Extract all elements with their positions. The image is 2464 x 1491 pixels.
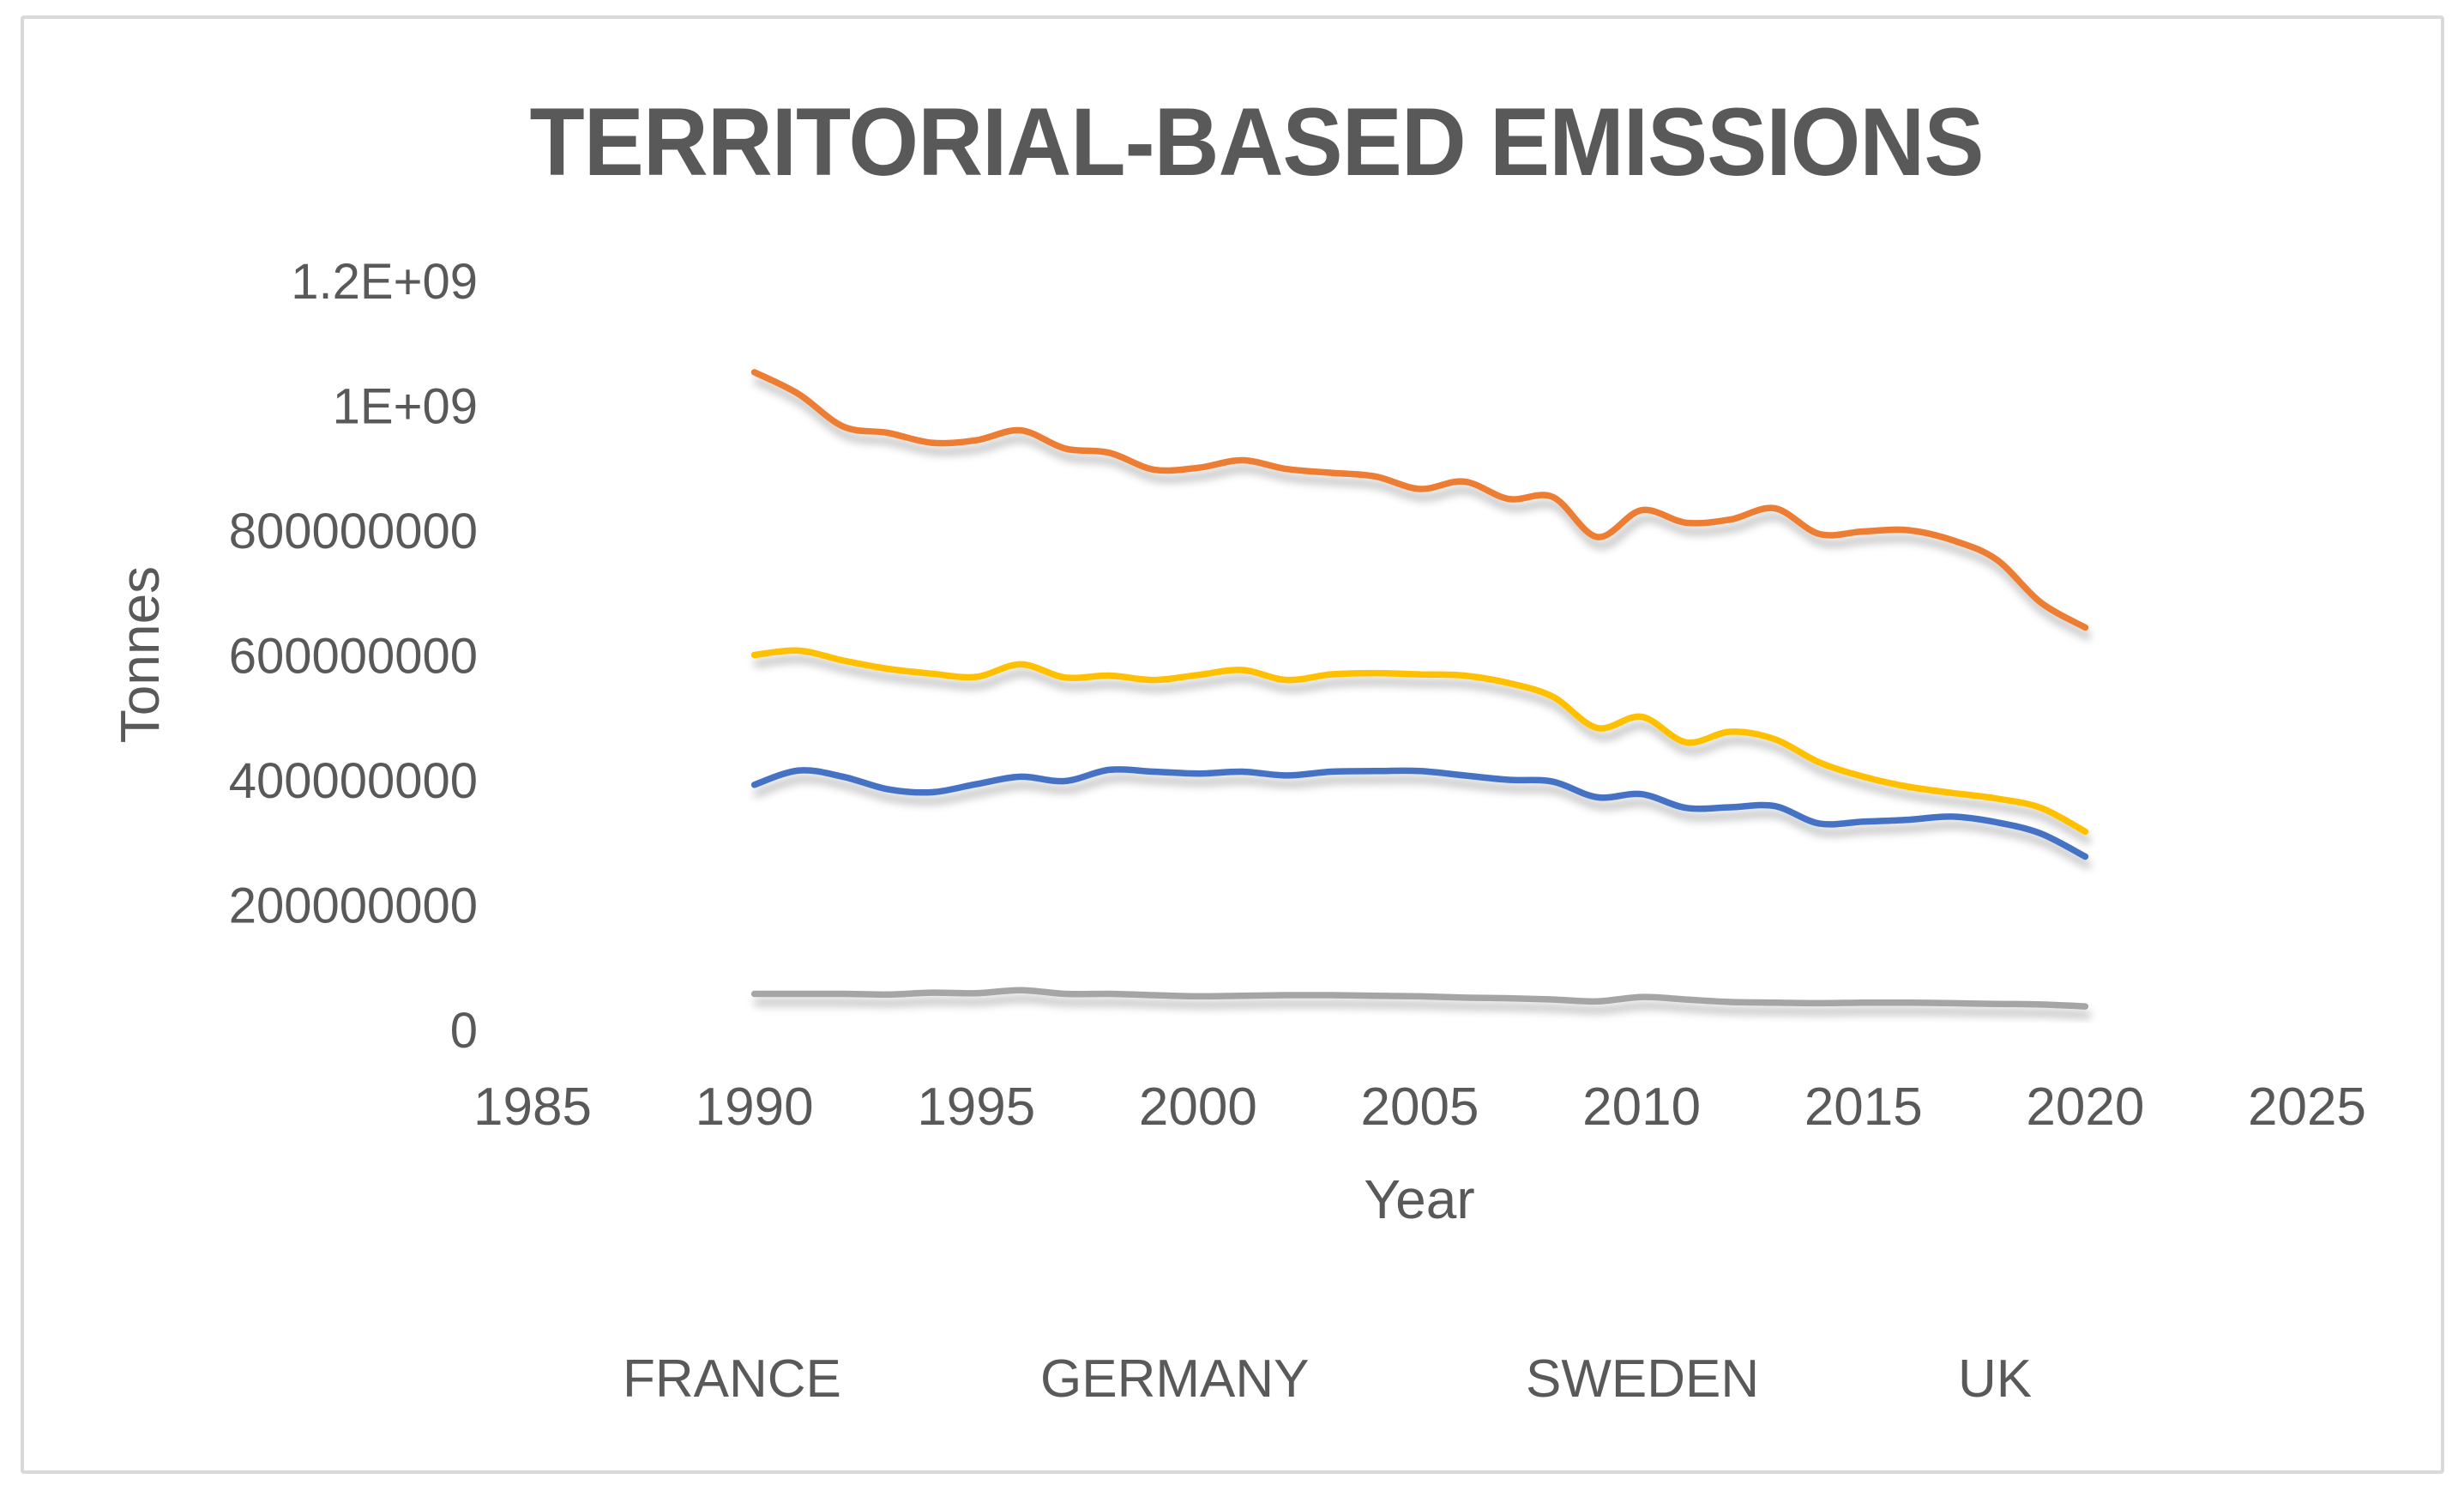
y-tick-label: 200000000: [229, 878, 478, 934]
x-tick-label: 2015: [1804, 1078, 1923, 1137]
y-axis-tick-labels: 0 200000000 400000000 600000000 800000000 1E+…: [229, 254, 478, 1059]
chart-title: TERRITORIAL-BASED EMISSIONS: [530, 88, 1984, 196]
legend: FRANCE GERMANY SWEDEN UK: [476, 1349, 2032, 1409]
x-tick-label: 2020: [2026, 1078, 2144, 1137]
y-tick-label: 800000000: [229, 504, 478, 559]
y-tick-label: 1.2E+09: [291, 254, 478, 310]
series-line-sweden: [750, 987, 2089, 1010]
x-tick-label: 2010: [1582, 1078, 1701, 1137]
series-line-germany: [750, 369, 2089, 631]
x-tick-label: 1985: [473, 1078, 592, 1137]
x-tick-label: 2025: [2248, 1078, 2366, 1137]
gridlines: [531, 279, 2309, 1031]
x-axis-tick-labels: 1985 1990 1995 2000 2005 2010 2015 2020 2025: [473, 1078, 2366, 1137]
y-tick-label: 1E+09: [333, 379, 478, 435]
y-tick-label: 600000000: [229, 629, 478, 685]
legend-label-germany: GERMANY: [1040, 1349, 1309, 1409]
legend-label-uk: UK: [1958, 1349, 2032, 1409]
x-tick-label: 2005: [1361, 1078, 1479, 1137]
series-line-france: [750, 766, 2089, 860]
x-tick-label: 1995: [917, 1078, 1035, 1137]
legend-label-france: FRANCE: [623, 1349, 841, 1409]
y-axis-title: Tonnes: [109, 566, 171, 743]
y-tick-label: 0: [450, 1003, 478, 1059]
x-tick-label: 2000: [1139, 1078, 1257, 1137]
series-lines: [750, 369, 2089, 1010]
x-tick-label: 1990: [696, 1078, 814, 1137]
slide-border: [21, 15, 2444, 1474]
series-line-uk: [750, 647, 2089, 836]
x-axis-title: Year: [1364, 1168, 1474, 1230]
legend-label-sweden: SWEDEN: [1526, 1349, 1759, 1409]
y-tick-label: 400000000: [229, 753, 478, 809]
